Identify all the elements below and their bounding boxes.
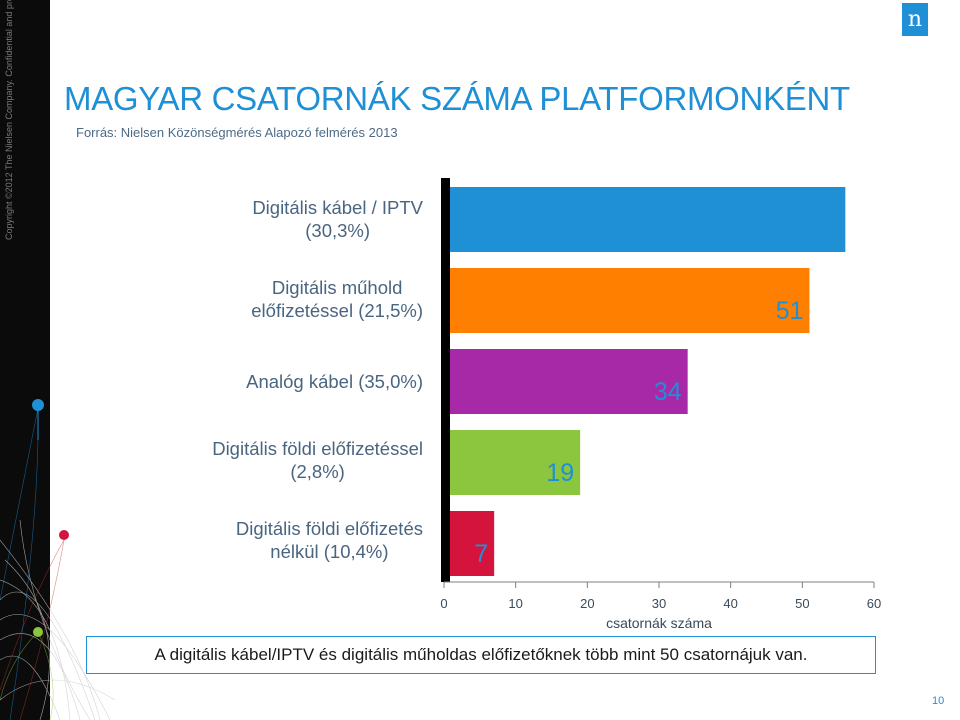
y-axis-line bbox=[441, 178, 450, 582]
bar bbox=[450, 349, 688, 414]
category-label-terrestrial-free: Digitális földi előfizetés nélkül (10,4%… bbox=[236, 517, 423, 563]
bar-value-label: 7 bbox=[474, 540, 488, 568]
bar bbox=[450, 430, 581, 495]
page-number: 10 bbox=[932, 695, 945, 707]
bar-value-label: 19 bbox=[546, 459, 574, 487]
x-tick-label: 40 bbox=[723, 596, 737, 611]
bar bbox=[450, 511, 495, 576]
x-tick-label: 50 bbox=[795, 596, 809, 611]
bar-value-label: 51 bbox=[776, 297, 804, 325]
category-label-line: (2,8%) bbox=[290, 461, 345, 482]
category-label-line: (30,3%) bbox=[305, 220, 371, 241]
category-label-line: Analóg kábel (35,0%) bbox=[246, 371, 423, 392]
bar-value-label: 34 bbox=[654, 378, 682, 406]
x-tick-label: 60 bbox=[867, 596, 881, 611]
bar bbox=[450, 268, 810, 333]
category-label-line: Digitális műhold bbox=[271, 277, 403, 298]
footer-note: A digitális kábel/IPTV és digitális műho… bbox=[86, 636, 876, 674]
category-label-line: előfizetéssel (21,5%) bbox=[251, 300, 423, 321]
nielsen-logo: n bbox=[902, 3, 928, 36]
page-title: MAGYAR CSATORNÁK SZÁMA PLATFORMONKÉNT bbox=[64, 80, 850, 117]
source-note: Forrás: Nielsen Közönségmérés Alapozó fe… bbox=[76, 125, 398, 140]
bar bbox=[450, 187, 846, 252]
x-tick-label: 0 bbox=[440, 596, 447, 611]
category-label-line: Digitális földi előfizetéssel bbox=[212, 438, 423, 459]
x-tick-label: 10 bbox=[508, 596, 522, 611]
x-tick-label: 20 bbox=[580, 596, 594, 611]
category-label-terrestrial-sub: Digitális földi előfizetéssel (2,8%) bbox=[212, 437, 423, 483]
category-label-digital-satellite: Digitális műhold előfizetéssel (21,5%) bbox=[251, 276, 423, 322]
category-label-line: Digitális kábel / IPTV bbox=[252, 197, 423, 218]
category-label-line: Digitális földi előfizetés bbox=[235, 518, 423, 539]
x-tick-label: 30 bbox=[652, 596, 666, 611]
category-label-analog-cable: Analóg kábel (35,0%) bbox=[246, 370, 423, 393]
x-axis-title: csatornák száma bbox=[606, 615, 712, 631]
category-label-digital-cable: Digitális kábel / IPTV (30,3%) bbox=[252, 196, 423, 242]
category-label-line: nélkül (10,4%) bbox=[270, 541, 389, 562]
bar-value-label: 56 bbox=[812, 216, 840, 244]
